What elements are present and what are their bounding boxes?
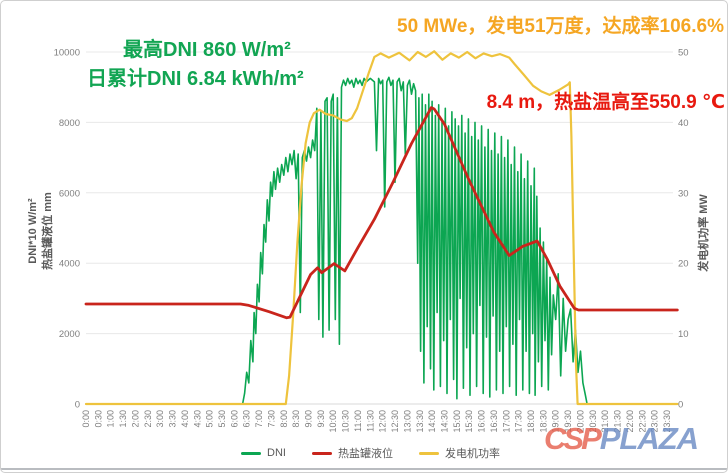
x-tick-label: 6:30 bbox=[242, 410, 252, 428]
x-tick-label: 23:30 bbox=[662, 410, 672, 433]
y-left-tick-label: 0 bbox=[75, 400, 80, 411]
annotation-daily-dni: 日累计DNI 6.84 kWh/m² bbox=[87, 68, 304, 90]
x-tick-label: 4:00 bbox=[180, 410, 190, 428]
x-tick-label: 1:30 bbox=[118, 410, 128, 428]
x-tick-label: 12:00 bbox=[378, 410, 388, 433]
x-tick-label: 3:30 bbox=[168, 410, 178, 428]
x-tick-label: 14:30 bbox=[439, 410, 449, 433]
x-tick-label: 11:30 bbox=[365, 410, 375, 432]
x-tick-label: 11:00 bbox=[353, 410, 363, 432]
y-right-tick-label: 0 bbox=[678, 400, 683, 411]
x-tick-label: 19:30 bbox=[563, 410, 573, 433]
x-tick-label: 16:00 bbox=[477, 410, 487, 433]
x-tick-label: 19:00 bbox=[551, 410, 561, 433]
x-tick-label: 2:30 bbox=[143, 410, 153, 428]
x-tick-label: 20:00 bbox=[575, 410, 585, 433]
legend-label-dni: DNI bbox=[267, 447, 286, 459]
x-tick-label: 21:30 bbox=[613, 410, 623, 433]
y-right-tick-label: 50 bbox=[678, 48, 689, 59]
y-left-tick-label: 2000 bbox=[59, 329, 80, 340]
dni-line-swatch bbox=[241, 451, 261, 455]
x-tick-label: 23:00 bbox=[650, 410, 660, 433]
x-tick-label: 10:00 bbox=[328, 410, 338, 433]
x-tick-label: 17:30 bbox=[514, 410, 524, 433]
annotation-salt-temp: 8.4 m，热盐温高至550.9 ℃ bbox=[486, 92, 725, 113]
x-tick-label: 8:00 bbox=[279, 410, 289, 428]
x-tick-label: 9:00 bbox=[304, 410, 314, 428]
y-right-tick-label: 30 bbox=[678, 188, 689, 199]
salt-level-line bbox=[84, 106, 679, 320]
y-left-axis-title-dni: DNI*10 W/m² bbox=[27, 198, 39, 264]
x-tick-label: 0:00 bbox=[81, 410, 91, 428]
x-tick-label: 3:00 bbox=[155, 410, 165, 428]
x-tick-label: 9:30 bbox=[316, 410, 326, 428]
bottom-divider bbox=[1, 468, 727, 470]
x-tick-label: 5:00 bbox=[205, 410, 215, 428]
legend-item-generator-power: 发电机功率 bbox=[418, 445, 500, 461]
x-tick-label: 15:30 bbox=[464, 410, 474, 433]
x-tick-label: 22:00 bbox=[625, 410, 635, 433]
legend-item-dni: DNI bbox=[241, 447, 286, 459]
legend-item-salt-level: 热盐罐液位 bbox=[311, 445, 393, 461]
x-tick-label: 18:00 bbox=[526, 410, 536, 433]
x-tick-label: 1:00 bbox=[106, 410, 116, 428]
power-line-swatch bbox=[418, 451, 439, 455]
x-tick-label: 10:30 bbox=[341, 410, 351, 433]
x-tick-label: 15:00 bbox=[452, 410, 462, 433]
legend-label-salt-level: 热盐罐液位 bbox=[337, 448, 393, 460]
dni-line bbox=[241, 76, 588, 405]
power-line bbox=[84, 50, 679, 406]
y-left-axis-title-salt-level: 热盐罐液位 mm bbox=[40, 192, 54, 270]
y-right-tick-label: 40 bbox=[678, 118, 689, 129]
y-right-axis-title-power: 发电机功率 MW bbox=[696, 194, 710, 273]
y-right-tick-label: 20 bbox=[678, 259, 689, 270]
x-tick-label: 16:30 bbox=[489, 410, 499, 433]
legend-label-generator-power: 发电机功率 bbox=[444, 448, 500, 460]
x-tick-label: 22:30 bbox=[637, 410, 647, 433]
x-tick-label: 18:30 bbox=[538, 410, 548, 433]
x-tick-label: 17:00 bbox=[501, 410, 511, 433]
x-tick-label: 4:30 bbox=[192, 410, 202, 428]
y-left-tick-label: 10000 bbox=[54, 48, 80, 59]
x-tick-label: 0:30 bbox=[93, 410, 103, 428]
x-tick-label: 12:30 bbox=[390, 410, 400, 433]
x-tick-label: 13:30 bbox=[415, 410, 425, 433]
x-tick-label: 8:30 bbox=[291, 410, 301, 428]
x-tick-label: 21:00 bbox=[600, 410, 610, 433]
annotation-power: 50 MWe，发电51万度，达成率106.6% bbox=[397, 16, 724, 37]
x-tick-label: 7:30 bbox=[266, 410, 276, 428]
y-right-tick-label: 10 bbox=[678, 329, 689, 340]
y-left-tick-label: 6000 bbox=[59, 188, 80, 199]
y-left-tick-label: 8000 bbox=[59, 118, 80, 129]
x-tick-label: 14:00 bbox=[427, 410, 437, 433]
x-tick-label: 13:00 bbox=[402, 410, 412, 433]
x-tick-label: 7:00 bbox=[254, 410, 264, 428]
x-tick-label: 6:00 bbox=[229, 410, 239, 428]
y-left-tick-label: 4000 bbox=[59, 259, 80, 270]
x-tick-label: 5:30 bbox=[217, 410, 227, 428]
x-tick-label: 2:00 bbox=[130, 410, 140, 428]
chart-legend: DNI 热盐罐液位 发电机功率 bbox=[241, 445, 500, 461]
x-tick-label: 20:30 bbox=[588, 410, 598, 433]
salt-level-line-swatch bbox=[311, 451, 332, 455]
annotation-max-dni: 最高DNI 860 W/m² bbox=[123, 39, 291, 61]
